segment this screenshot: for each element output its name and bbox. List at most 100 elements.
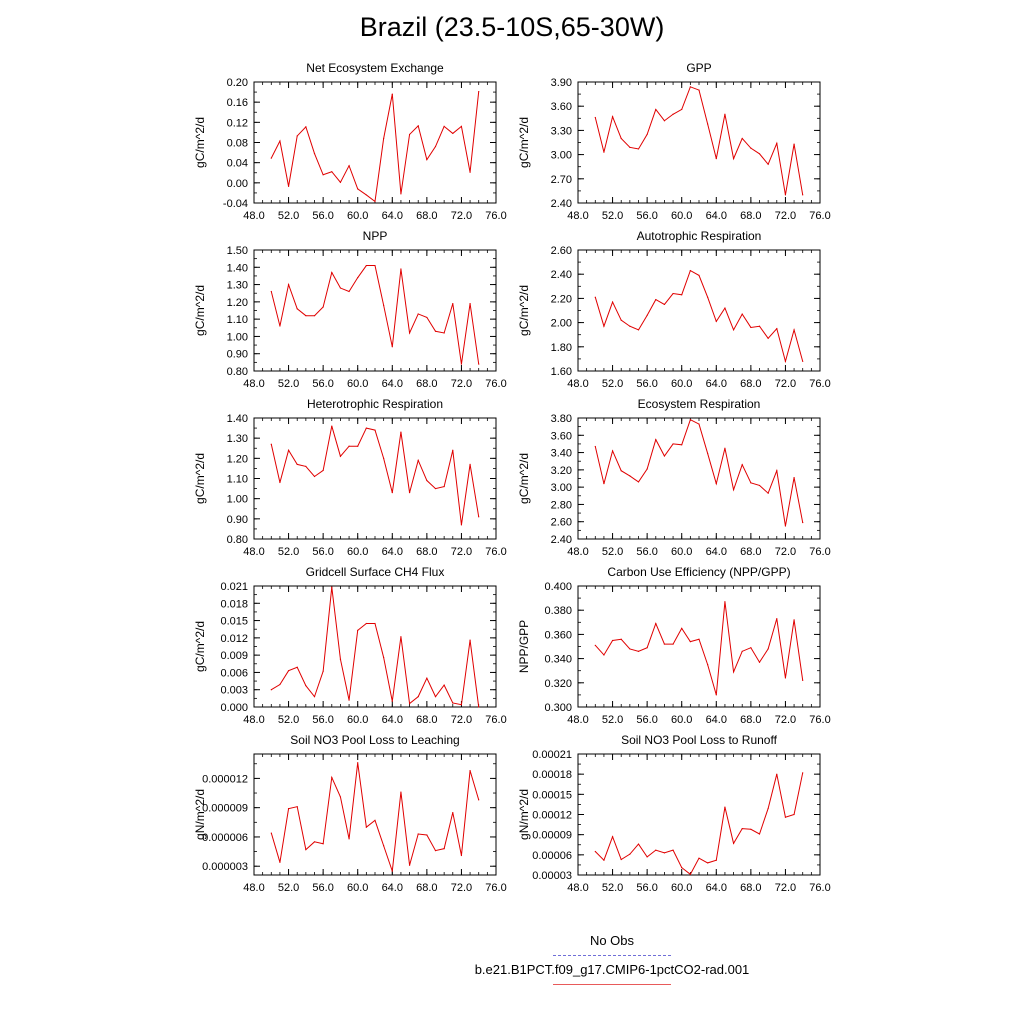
- data-point: [348, 290, 350, 293]
- data-point: [707, 664, 709, 666]
- data-point: [802, 772, 804, 774]
- data-point: [478, 363, 480, 365]
- data-point: [715, 694, 717, 696]
- chart-panel-4: Autotrophic Respiration gC/m^2/d 48.0 52.0 5…: [517, 229, 831, 390]
- y-tick-label: 0.300: [544, 702, 572, 714]
- chart-title: Soil NO3 Pool Loss to Leaching: [290, 733, 459, 747]
- data-point: [417, 313, 419, 315]
- series-line: [594, 419, 804, 527]
- data-point: [296, 135, 298, 137]
- data-point: [732, 329, 735, 331]
- data-point: [374, 622, 376, 625]
- data-point: [383, 656, 385, 659]
- y-axis-label: gC/m^2/d: [193, 117, 207, 168]
- chart-title: Gridcell Surface CH4 Flux: [306, 565, 445, 579]
- data-point: [767, 337, 769, 339]
- y-tick-label: 0.00006: [532, 850, 572, 862]
- data-point: [287, 808, 290, 810]
- y-tick-label: 0.00015: [532, 789, 572, 801]
- data-point: [646, 314, 648, 316]
- chart-title: Autotrophic Respiration: [637, 229, 762, 243]
- plot-frame: [253, 417, 497, 540]
- data-point: [270, 832, 272, 834]
- x-tick-label: 72.0: [451, 546, 472, 558]
- data-point: [400, 636, 402, 638]
- x-tick-label: 68.0: [740, 546, 761, 558]
- data-point: [802, 194, 804, 196]
- data-point: [629, 475, 631, 477]
- data-point: [287, 185, 290, 187]
- x-tick-label: 60.0: [347, 714, 368, 726]
- y-tick-label: 1.00: [227, 494, 248, 506]
- y-tick-label: 0.000012: [202, 773, 248, 785]
- data-point: [707, 862, 709, 864]
- chart-title: NPP: [363, 229, 388, 243]
- y-tick-label: 1.20: [227, 453, 248, 465]
- x-tick-label: 68.0: [740, 210, 761, 222]
- page-title: Brazil (23.5-10S,65-30W): [359, 12, 665, 42]
- data-point: [331, 171, 333, 173]
- series-line: [270, 762, 480, 872]
- data-point: [732, 158, 735, 160]
- data-point: [426, 677, 428, 679]
- data-point: [357, 277, 359, 279]
- data-point: [698, 857, 700, 859]
- x-tick-label: 56.0: [312, 378, 333, 390]
- data-point: [434, 145, 437, 148]
- data-point: [707, 123, 709, 125]
- y-tick-label: 0.00018: [532, 769, 572, 781]
- data-point: [681, 444, 683, 446]
- x-tick-label: 68.0: [416, 378, 437, 390]
- data-point: [750, 828, 752, 830]
- x-tick-label: 72.0: [451, 210, 472, 222]
- data-point: [426, 316, 428, 319]
- data-point: [279, 325, 281, 327]
- series-line: [270, 265, 480, 365]
- y-tick-label: 0.90: [227, 514, 248, 526]
- data-point: [305, 465, 307, 467]
- x-tick-label: 76.0: [809, 210, 830, 222]
- data-point: [460, 524, 463, 526]
- x-tick-label: 48.0: [567, 714, 588, 726]
- x-tick-label: 72.0: [775, 882, 796, 894]
- y-tick-label: 0.12: [227, 117, 248, 129]
- data-point: [365, 826, 367, 828]
- x-tick-label: 76.0: [485, 378, 506, 390]
- x-tick-label: 76.0: [485, 546, 506, 558]
- x-tick-label: 76.0: [809, 546, 830, 558]
- data-point: [287, 449, 290, 451]
- plot-frame: [577, 417, 821, 540]
- x-tick-label: 72.0: [451, 378, 472, 390]
- y-tick-label: 1.40: [227, 413, 248, 425]
- data-point: [672, 643, 674, 645]
- x-tick-label: 56.0: [636, 210, 657, 222]
- data-point: [724, 113, 726, 115]
- data-point: [383, 845, 385, 847]
- data-point: [469, 463, 471, 465]
- data-point: [348, 165, 350, 167]
- y-axis-label: gC/m^2/d: [193, 621, 207, 672]
- data-point: [724, 307, 726, 309]
- data-point: [741, 313, 743, 315]
- data-point: [750, 482, 752, 484]
- data-point: [417, 696, 419, 698]
- chart-title: Ecosystem Respiration: [638, 397, 761, 411]
- data-point: [460, 704, 463, 706]
- data-point: [724, 601, 726, 603]
- y-tick-label: 1.60: [551, 366, 572, 378]
- x-tick-label: 60.0: [347, 546, 368, 558]
- y-axis-label: gN/m^2/d: [517, 789, 531, 840]
- data-point: [348, 838, 350, 840]
- data-point: [698, 274, 700, 277]
- data-point: [750, 326, 752, 329]
- data-point: [681, 108, 683, 111]
- y-tick-label: 1.80: [551, 342, 572, 354]
- y-tick-label: 0.000: [220, 702, 248, 714]
- y-tick-label: 1.40: [227, 262, 248, 274]
- chart-panel-3: NPP gC/m^2/d 48.0 52.0 56.0 60.0 64.0 68.0 72.0 7…: [193, 229, 507, 390]
- data-point: [391, 700, 393, 702]
- x-tick-label: 60.0: [347, 210, 368, 222]
- y-tick-label: 0.00009: [532, 830, 572, 842]
- x-tick-label: 48.0: [243, 546, 264, 558]
- data-point: [478, 516, 480, 518]
